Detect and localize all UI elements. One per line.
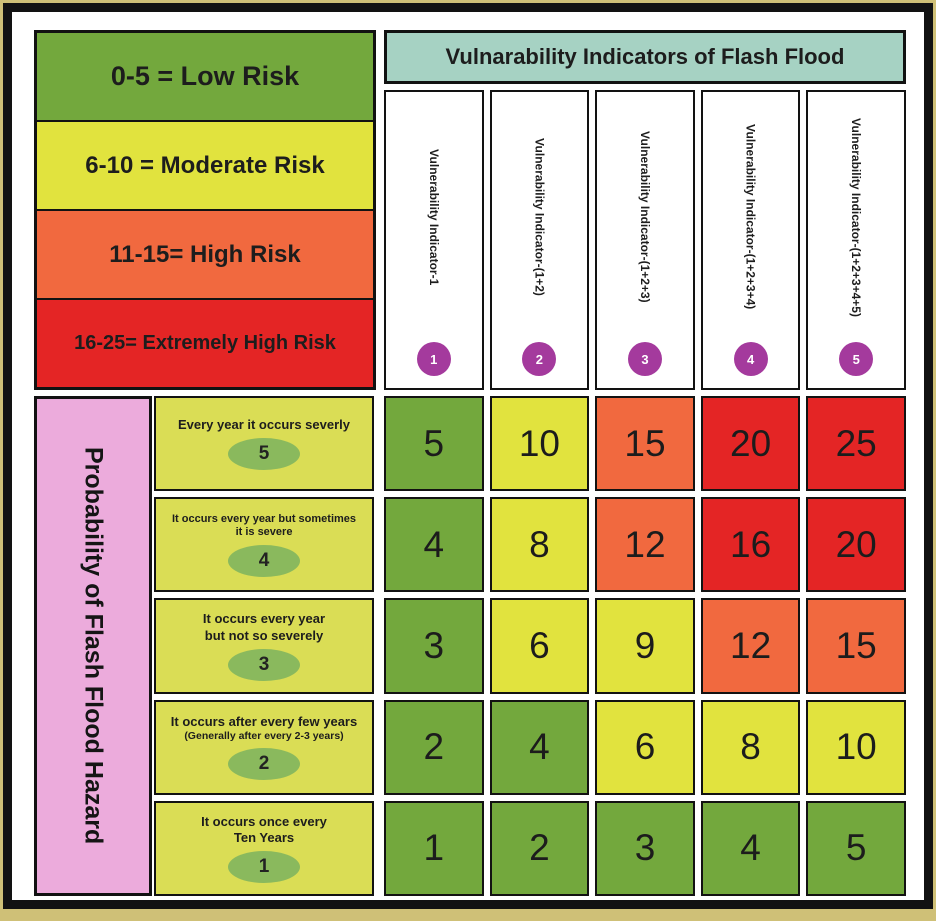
vulnerability-column-label-wrap: Vulnerability Indicator-1 <box>427 92 441 336</box>
matrix-cell: 6 <box>595 699 695 795</box>
matrix-cell: 15 <box>806 598 906 694</box>
vulnerability-column-5: Vulnerability Indicator-(1+2+3+4+5) 5 <box>806 90 906 390</box>
vulnerability-columns: Vulnerability Indicator-1 1 Vulnerabilit… <box>384 90 906 390</box>
matrix-cell: 20 <box>806 497 906 593</box>
matrix-cell: 2 <box>489 800 590 896</box>
vulnerability-column-badge: 2 <box>522 342 557 376</box>
probability-row-label: Every year it occurs severly <box>177 416 350 432</box>
matrix-cell: 12 <box>595 497 695 593</box>
vulnerability-header: Vulnarability Indicators of Flash Flood <box>384 30 906 84</box>
vulnerability-column-label: Vulnerability Indicator-1 <box>426 148 441 286</box>
matrix-cell: 6 <box>489 598 590 694</box>
matrix-cell: 3 <box>384 598 484 694</box>
probability-row-4: It occurs every year but sometimes it is… <box>154 497 374 593</box>
vulnerability-column-label-wrap: Vulnerability Indicator-(1+2+3+4+5) <box>849 92 863 336</box>
risk-legend: 0-5 = Low Risk 6-10 = Moderate Risk 11-1… <box>34 30 376 390</box>
legend-item-low: 0-5 = Low Risk <box>37 33 373 120</box>
probability-row-sublabel: but not so severely <box>204 627 324 643</box>
probability-row-badge: 4 <box>228 545 300 578</box>
probability-row-sublabel: (Generally after every 2-3 years) <box>184 730 344 743</box>
probability-row-sublabel: Ten Years <box>233 829 295 845</box>
vulnerability-column-label: Vulnerability Indicator-(1+2+3) <box>637 131 652 303</box>
matrix-cell: 25 <box>806 396 906 492</box>
vulnerability-column-1: Vulnerability Indicator-1 1 <box>384 90 484 390</box>
matrix-cell: 20 <box>700 396 801 492</box>
probability-row-badge: 5 <box>228 438 300 471</box>
vulnerability-column-label: Vulnerability Indicator-(1+2+3+4+5) <box>849 117 864 317</box>
top-section: 0-5 = Low Risk 6-10 = Moderate Risk 11-1… <box>34 30 906 390</box>
vulnerability-column-2: Vulnerability Indicator-(1+2) 2 <box>489 90 590 390</box>
vulnerability-column-3: Vulnerability Indicator-(1+2+3) 3 <box>595 90 695 390</box>
vulnerability-panel: Vulnarability Indicators of Flash Flood … <box>384 30 906 390</box>
probability-axis: Probability of Flash Flood Hazard <box>34 396 152 896</box>
matrix-cell: 8 <box>700 699 801 795</box>
vulnerability-column-badge: 5 <box>839 342 874 376</box>
legend-item-high: 11-15= High Risk <box>37 209 373 298</box>
legend-item-moderate: 6-10 = Moderate Risk <box>37 120 373 209</box>
probability-row-badge: 1 <box>228 851 300 884</box>
matrix-cell: 12 <box>700 598 801 694</box>
vulnerability-column-label: Vulnerability Indicator-(1+2+3+4) <box>743 124 758 310</box>
risk-matrix-grid: 5 10 15 20 25 4 8 12 16 20 3 6 9 12 15 2 <box>384 396 906 896</box>
figure-frame: 0-5 = Low Risk 6-10 = Moderate Risk 11-1… <box>3 3 933 909</box>
vulnerability-column-4: Vulnerability Indicator-(1+2+3+4) 4 <box>700 90 801 390</box>
vulnerability-column-badge: 4 <box>733 342 768 376</box>
probability-row-label: It occurs every year but sometimes <box>171 512 357 525</box>
matrix-cell: 16 <box>700 497 801 593</box>
probability-row-label: It occurs every year <box>202 611 326 627</box>
matrix-cell: 3 <box>595 800 695 896</box>
probability-row-2: It occurs after every few years (General… <box>154 699 374 795</box>
vulnerability-column-badge: 1 <box>416 342 451 376</box>
probability-row-label: It occurs once every <box>201 813 327 829</box>
vulnerability-column-label: Vulnerability Indicator-(1+2) <box>532 138 547 296</box>
matrix-cell: 4 <box>384 497 484 593</box>
matrix-cell: 9 <box>595 598 695 694</box>
matrix-cell: 5 <box>384 396 484 492</box>
matrix-cell: 1 <box>384 800 484 896</box>
matrix-cell: 8 <box>489 497 590 593</box>
vulnerability-column-badge: 3 <box>627 342 662 376</box>
matrix-cell: 5 <box>806 800 906 896</box>
matrix-section: Probability of Flash Flood Hazard Every … <box>34 396 906 897</box>
vulnerability-column-label-wrap: Vulnerability Indicator-(1+2+3) <box>638 92 652 336</box>
matrix-cell: 10 <box>806 699 906 795</box>
figure-content: 0-5 = Low Risk 6-10 = Moderate Risk 11-1… <box>34 30 906 897</box>
matrix-cell: 15 <box>595 396 695 492</box>
probability-row-sublabel: it is severe <box>235 526 293 539</box>
probability-row-1: It occurs once every Ten Years 1 <box>154 800 374 897</box>
probability-rows: Every year it occurs severly 5 It occurs… <box>154 396 374 897</box>
probability-axis-label: Probability of Flash Flood Hazard <box>79 447 108 845</box>
matrix-cell: 10 <box>489 396 590 492</box>
probability-row-3: It occurs every year but not so severely… <box>154 598 374 694</box>
matrix-cell: 4 <box>700 800 801 896</box>
vulnerability-column-label-wrap: Vulnerability Indicator-(1+2) <box>532 92 546 336</box>
probability-row-label: It occurs after every few years <box>170 714 358 730</box>
matrix-cell: 4 <box>489 699 590 795</box>
probability-row-badge: 2 <box>228 748 300 781</box>
matrix-cell: 2 <box>384 699 484 795</box>
vulnerability-column-label-wrap: Vulnerability Indicator-(1+2+3+4) <box>744 92 758 336</box>
probability-row-5: Every year it occurs severly 5 <box>154 396 374 492</box>
legend-item-extreme: 16-25= Extremely High Risk <box>37 298 373 387</box>
probability-row-badge: 3 <box>228 648 300 681</box>
